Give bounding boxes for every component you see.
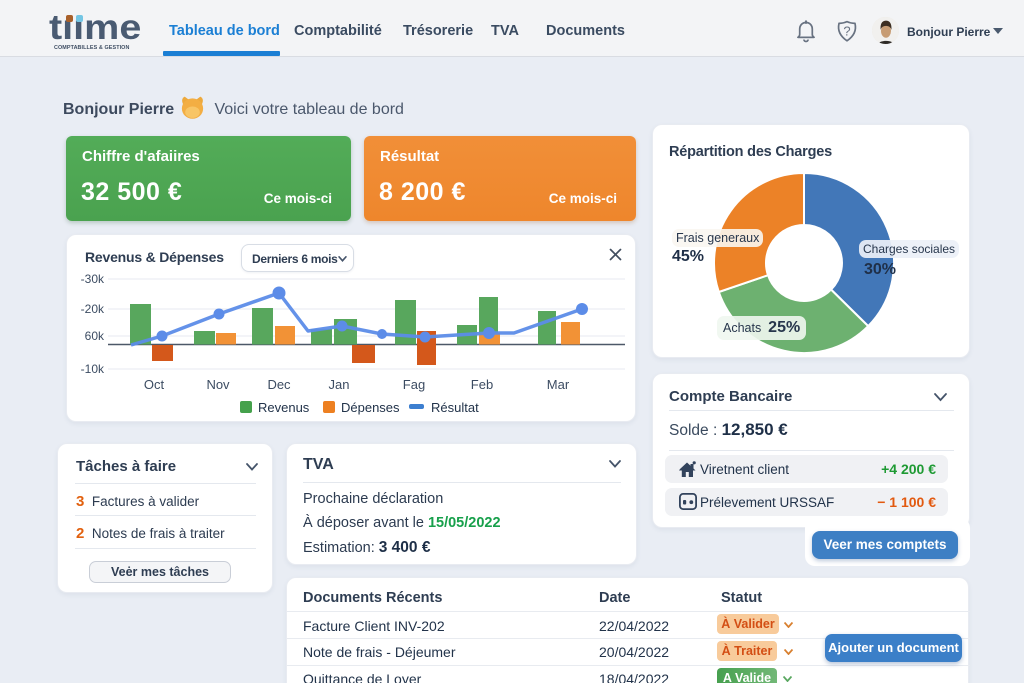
svg-text:Revenus: Revenus bbox=[258, 400, 310, 415]
svg-text:Oct: Oct bbox=[144, 377, 165, 392]
svg-text:-10k: -10k bbox=[81, 362, 105, 376]
svg-text:-30k: -30k bbox=[81, 272, 105, 286]
svg-text:60k: 60k bbox=[85, 329, 105, 343]
svg-text:Mar: Mar bbox=[547, 377, 570, 392]
svg-text:Jan: Jan bbox=[329, 377, 350, 392]
svg-text:Fag: Fag bbox=[403, 377, 425, 392]
svg-text:-20k: -20k bbox=[81, 302, 105, 316]
svg-text:?: ? bbox=[843, 24, 850, 39]
svg-text:Dépenses: Dépenses bbox=[341, 400, 400, 415]
svg-text:Résultat: Résultat bbox=[431, 400, 479, 415]
svg-text:Dec: Dec bbox=[267, 377, 291, 392]
svg-text:Nov: Nov bbox=[206, 377, 230, 392]
svg-text:Feb: Feb bbox=[471, 377, 493, 392]
